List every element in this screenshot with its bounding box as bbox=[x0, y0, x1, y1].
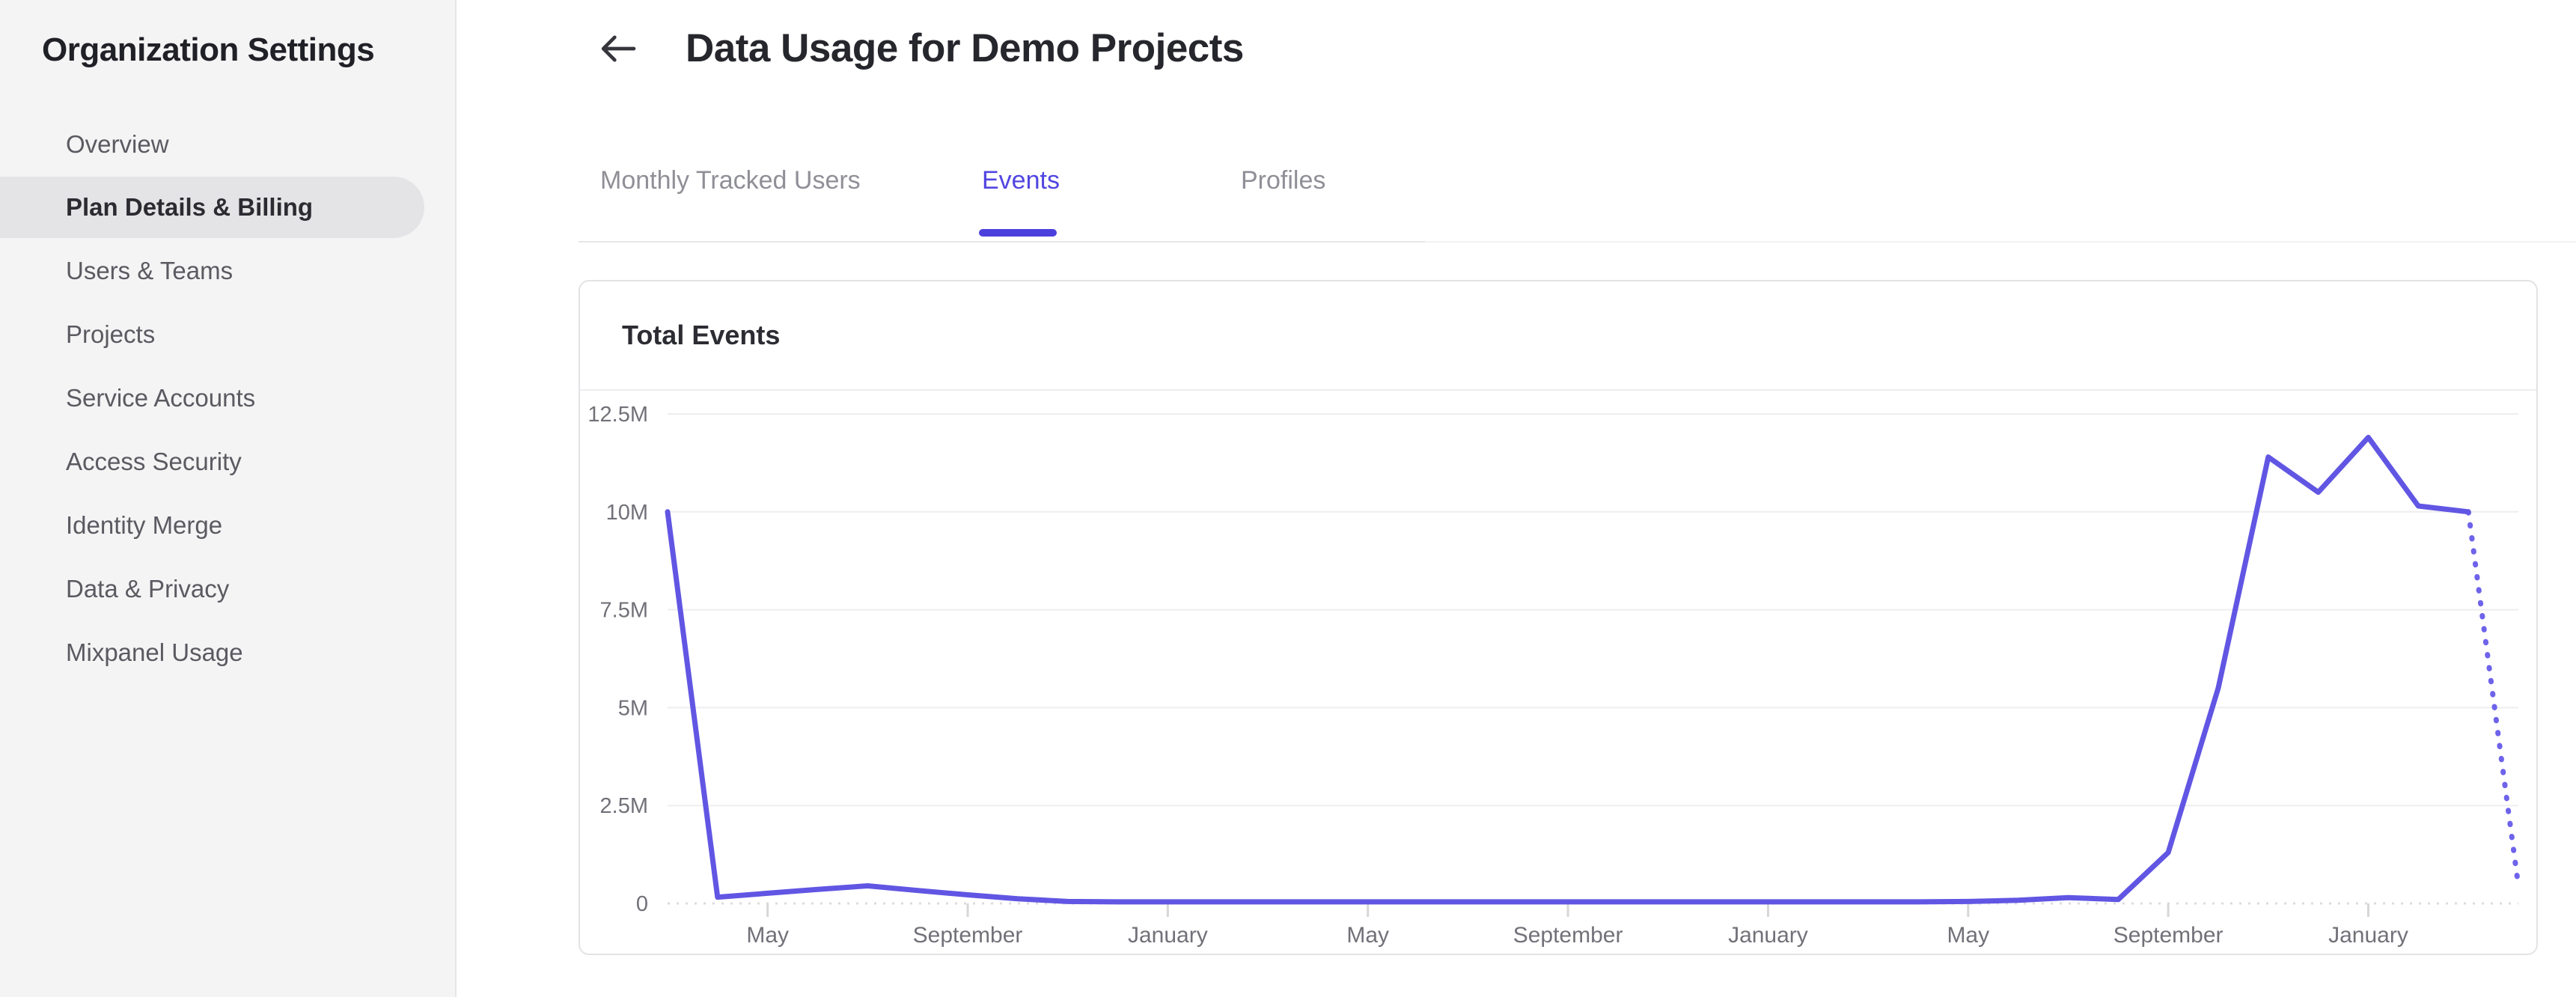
back-button[interactable] bbox=[596, 26, 641, 71]
svg-text:12.5M: 12.5M bbox=[587, 403, 648, 427]
sidebar-item-users-teams[interactable]: Users & Teams bbox=[66, 256, 234, 284]
svg-text:10M: 10M bbox=[606, 501, 648, 525]
tab-profiles[interactable]: Profiles bbox=[1241, 166, 1326, 195]
active-tab-underline bbox=[979, 229, 1057, 237]
sidebar: Organization Settings Overview Plan Detai… bbox=[0, 0, 457, 997]
card-header: Total Events bbox=[580, 281, 2536, 391]
tab-divider bbox=[579, 241, 1425, 243]
svg-text:2.5M: 2.5M bbox=[600, 794, 648, 818]
page-header: Data Usage for Demo Projects bbox=[596, 25, 1244, 71]
main-content: Data Usage for Demo Projects Monthly Tra… bbox=[457, 0, 2576, 997]
sidebar-item-mixpanel-usage[interactable]: Mixpanel Usage bbox=[66, 638, 243, 666]
back-arrow-icon bbox=[601, 35, 636, 61]
tab-events[interactable]: Events bbox=[982, 166, 1060, 195]
sidebar-item-projects[interactable]: Projects bbox=[66, 320, 156, 348]
svg-text:January: January bbox=[2328, 923, 2408, 948]
svg-text:5M: 5M bbox=[618, 696, 648, 720]
page-title: Data Usage for Demo Projects bbox=[686, 26, 1244, 70]
sidebar-item-identity-merge[interactable]: Identity Merge bbox=[66, 510, 223, 539]
total-events-line-chart: 0 2.5M 5M 7.5M 10M 12.5M May September January Ma… bbox=[587, 403, 2521, 948]
svg-text:May: May bbox=[1947, 923, 1989, 948]
svg-text:September: September bbox=[1513, 923, 1623, 948]
sidebar-title: Organization Settings bbox=[42, 31, 375, 68]
sidebar-item-service-accounts[interactable]: Service Accounts bbox=[66, 383, 256, 412]
tab-monthly-tracked-users[interactable]: Monthly Tracked Users bbox=[600, 166, 861, 195]
svg-text:0: 0 bbox=[636, 892, 648, 916]
sidebar-item-access-security[interactable]: Access Security bbox=[66, 447, 242, 475]
svg-text:September: September bbox=[2113, 923, 2224, 948]
svg-text:May: May bbox=[746, 923, 789, 948]
card-title: Total Events bbox=[622, 320, 781, 350]
sidebar-item-data-privacy[interactable]: Data & Privacy bbox=[66, 574, 230, 603]
tab-divider-extension bbox=[1425, 241, 2576, 243]
sidebar-item-plan-details-billing[interactable]: Plan Details & Billing bbox=[0, 177, 424, 238]
svg-text:7.5M: 7.5M bbox=[600, 599, 648, 623]
svg-text:January: January bbox=[1128, 923, 1208, 948]
svg-text:September: September bbox=[913, 923, 1023, 948]
svg-text:January: January bbox=[1728, 923, 1808, 948]
sidebar-nav: Overview Plan Details & Billing Users & Te… bbox=[0, 112, 455, 684]
svg-text:May: May bbox=[1346, 923, 1389, 948]
sidebar-item-overview[interactable]: Overview bbox=[66, 129, 169, 158]
total-events-card: Total Events 0 2.5M 5M 7.5M 10M 12.5M May Septe… bbox=[579, 280, 2538, 955]
